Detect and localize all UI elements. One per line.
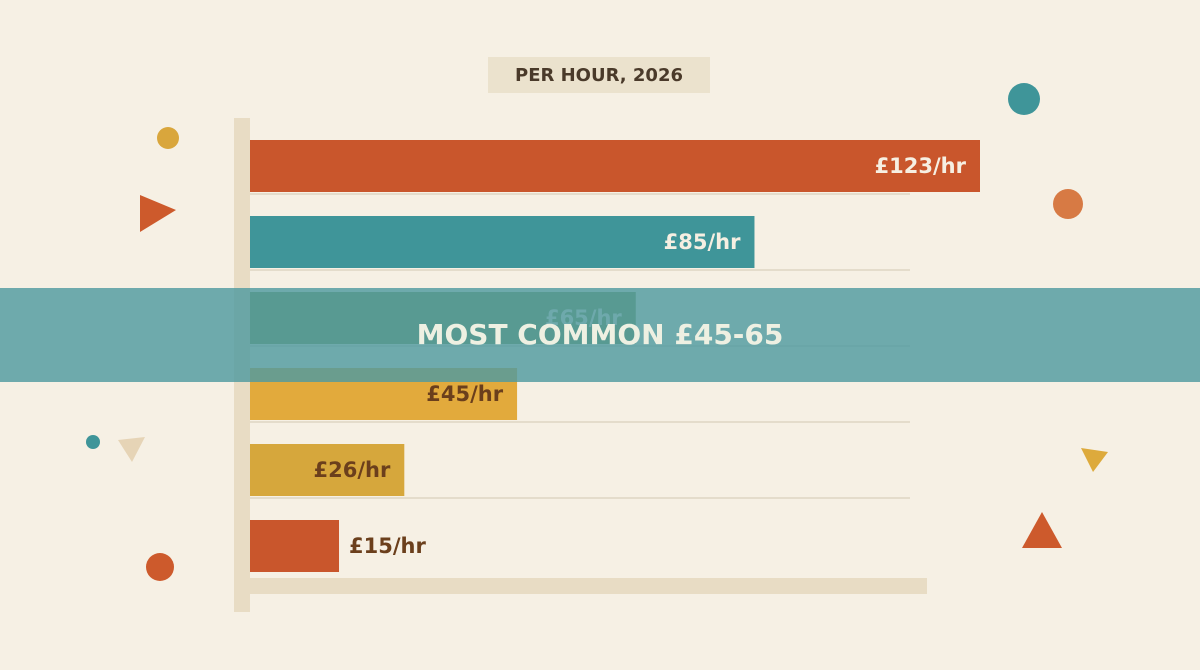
decor	[157, 127, 179, 149]
value-label: £123/hr	[875, 154, 967, 178]
decor	[1008, 83, 1040, 115]
bar	[250, 140, 980, 192]
decor	[146, 553, 174, 581]
decor	[1081, 448, 1108, 472]
highlight-band	[0, 288, 1200, 382]
bar	[250, 520, 340, 572]
title-box	[488, 57, 710, 93]
decor	[1022, 512, 1062, 548]
annotation: MOST COMMON £45-65	[417, 318, 784, 351]
value-label: £15/hr	[349, 534, 426, 558]
bar	[250, 444, 405, 496]
value-label: £85/hr	[664, 230, 741, 254]
bar	[250, 216, 755, 268]
decor	[140, 195, 176, 232]
decor	[118, 437, 145, 462]
decor	[1053, 189, 1083, 219]
x-axis	[242, 578, 927, 594]
value-label: £26/hr	[313, 458, 390, 482]
chart-title: PER HOUR, 2026	[515, 65, 683, 86]
value-label: £45/hr	[426, 382, 503, 406]
decor	[86, 435, 100, 449]
